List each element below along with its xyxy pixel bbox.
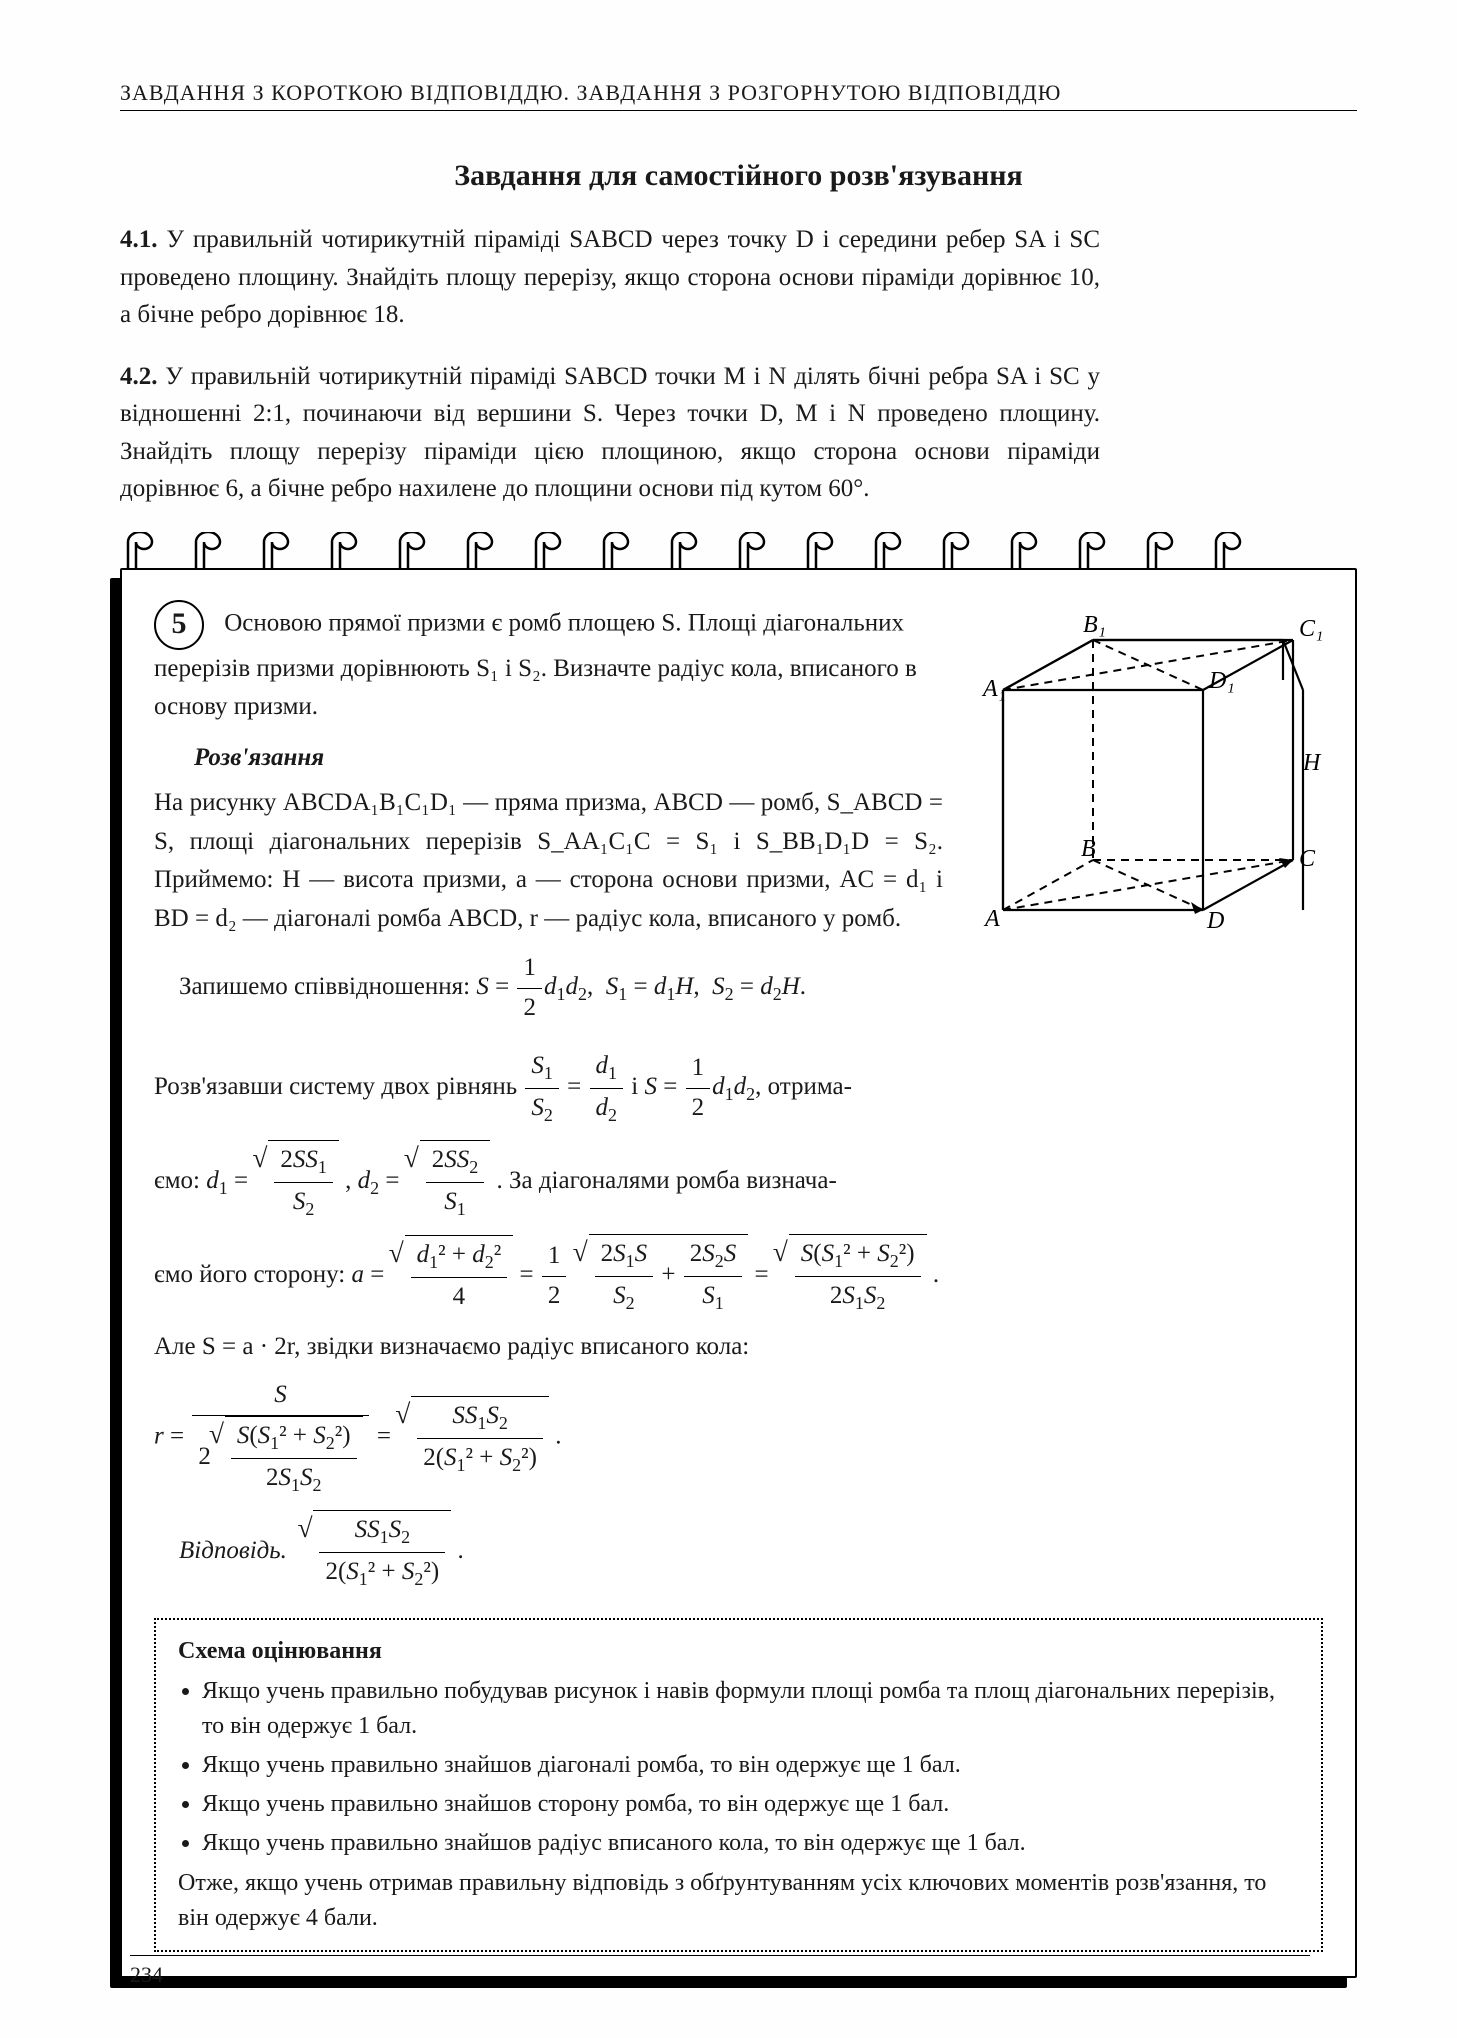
spiral-icon [800,532,860,568]
label-D1: D₁ [1208,668,1235,694]
spiral-icon [188,532,248,568]
grading-item: Якщо учень правильно знайшов радіус впис… [202,1826,1299,1861]
prism-figure: A₁ B₁ C₁ D₁ A B C D H [963,610,1323,943]
grading-item: Якщо учень правильно знайшов сторону ром… [202,1787,1299,1822]
problem-text: У правильній чотирикутній піраміді SABCD… [120,226,1100,328]
equation-1: Запишемо співвідношення: S = 12d1d2, S1 … [154,949,1323,1028]
spiral-icon [664,532,724,568]
spiral-icon [1208,532,1268,568]
spiral-icon [120,532,180,568]
page-number: 234 [130,1955,1310,1988]
label-A: A [983,906,1000,930]
problem-number: 4.2. [120,363,158,390]
worked-statement-text: Основою прямої призми є ромб площею S. П… [154,609,917,720]
equation-5: Але S = a · 2r, звідки визначаємо радіус… [154,1328,1323,1367]
grading-final: Отже, якщо учень отримав правильну відпо… [178,1866,1299,1936]
page: ЗАВДАННЯ З КОРОТКОЮ ВІДПОВІДДЮ. ЗАВДАННЯ… [0,0,1457,2038]
section-title: Завдання для самостійного розв'язування [120,159,1357,193]
worked-number: 5 [154,600,204,650]
label-B1: B₁ [1083,612,1106,638]
spiral-icon [392,532,452,568]
spiral-icon [528,532,588,568]
spiral-icon [1140,532,1200,568]
spiral-icon [324,532,384,568]
grading-item: Якщо учень правильно знайшов діагоналі р… [202,1748,1299,1783]
grading-title: Схема оцінювання [178,1634,1299,1669]
spiral-icon [596,532,656,568]
grading-list: Якщо учень правильно побудував рисунок і… [202,1674,1299,1860]
equation-3: ємо: d1 = 2SS1S2 , d2 = 2SS2S1 . За діаг… [154,1140,1323,1224]
equation-6: r = S 2S(S1² + S2²)2S1S2 = SS1S22(S1² + … [154,1376,1323,1500]
label-D: D [1206,908,1224,930]
equation-2: Розв'язавши систему двох рівнянь S1S2 = … [154,1047,1323,1130]
spiral-binding [120,532,1357,568]
label-H: H [1302,750,1322,776]
spiral-icon [1004,532,1064,568]
spiral-icon [732,532,792,568]
label-C1: C₁ [1299,616,1323,642]
spiral-icon [256,532,316,568]
problem-number: 4.1. [120,226,158,253]
equation-4: ємо його сторону: a = d1² + d2²4 = 12 2S… [154,1234,1323,1318]
page-header: ЗАВДАННЯ З КОРОТКОЮ ВІДПОВІДДЮ. ЗАВДАННЯ… [120,80,1357,111]
label-A1: A₁ [981,676,1006,702]
grading-item: Якщо учень правильно побудував рисунок і… [202,1674,1299,1744]
label-B: B [1081,836,1096,862]
problem-text: У правильній чотирикутній піраміді SABCD… [120,363,1100,503]
grading-box: Схема оцінювання Якщо учень правильно по… [154,1618,1323,1952]
spiral-icon [868,532,928,568]
answer-line: Відповідь. SS1S22(S1² + S2²) . [154,1510,1323,1594]
worked-example-box: A₁ B₁ C₁ D₁ A B C D H 5 Основою прямої п… [120,568,1357,1979]
spiral-icon [936,532,996,568]
label-C: C [1299,846,1316,872]
spiral-icon [460,532,520,568]
spiral-icon [1072,532,1132,568]
problem-4-1: 4.1. У правильній чотирикутній піраміді … [120,221,1100,334]
problem-4-2: 4.2. У правильній чотирикутній піраміді … [120,358,1100,508]
